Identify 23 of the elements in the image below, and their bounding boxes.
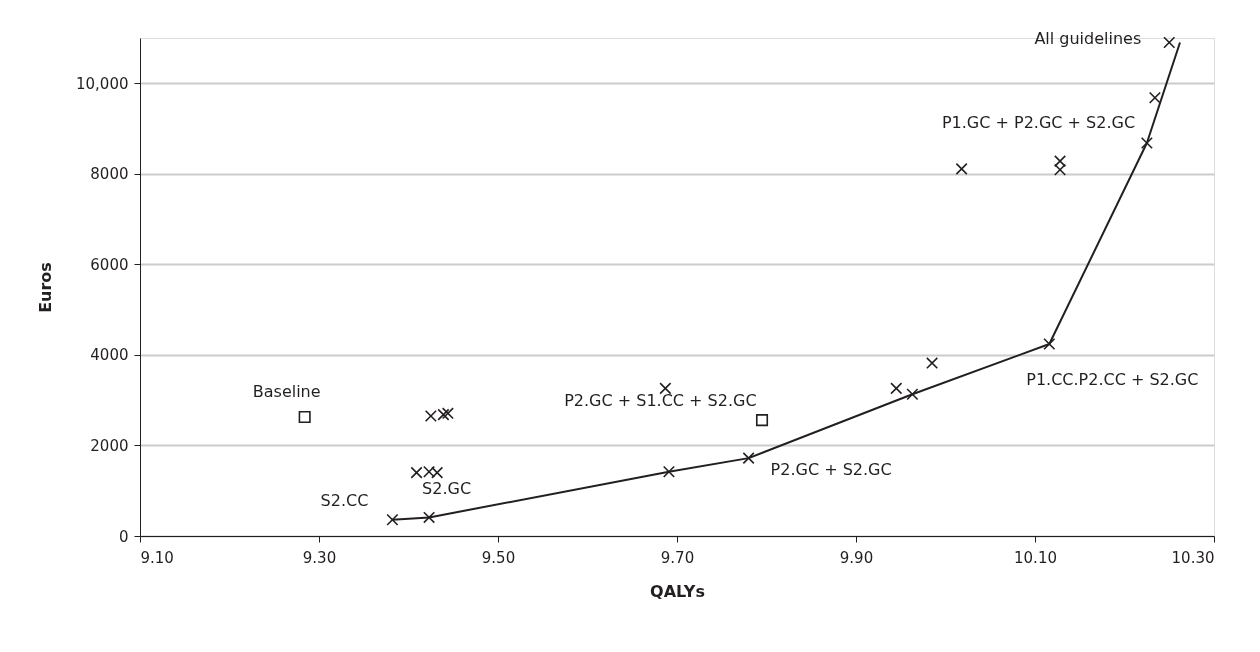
y-tick-label: 6000 [90, 255, 129, 274]
annotation: P2.GC + S1.CC + S2.GC [564, 391, 757, 411]
y-tick-label: 10,000 [76, 74, 129, 93]
y-tick-label: 0 [118, 527, 129, 546]
annotation: P1.GC + P2.GC + S2.GC [941, 113, 1136, 133]
y-tick-label: 4000 [90, 346, 129, 365]
annotation: P2.GC + S2.GC [770, 460, 892, 480]
x-tick-label: 9.10 [140, 548, 174, 567]
annotation: S2.CC [320, 490, 369, 510]
x-tick-label: 10.10 [1014, 548, 1057, 567]
y-axis-title: Euros [36, 262, 56, 313]
x-tick-label: 10.30 [1171, 548, 1215, 567]
x-tick-label: 9.50 [481, 548, 516, 567]
annotation: P1.CC.P2.CC + S2.GC [1026, 370, 1199, 390]
x-axis-title: QALYs [650, 581, 705, 601]
annotation: S2.GC [422, 479, 472, 499]
annotation: Baseline [252, 381, 321, 401]
x-tick-label: 9.30 [302, 548, 337, 567]
y-tick-label: 2000 [90, 436, 129, 455]
x-tick-label: 9.70 [660, 548, 695, 567]
y-tick-label: 8000 [90, 165, 129, 184]
annotation: All guidelines [1034, 28, 1142, 48]
x-tick-label: 9.90 [839, 548, 874, 567]
